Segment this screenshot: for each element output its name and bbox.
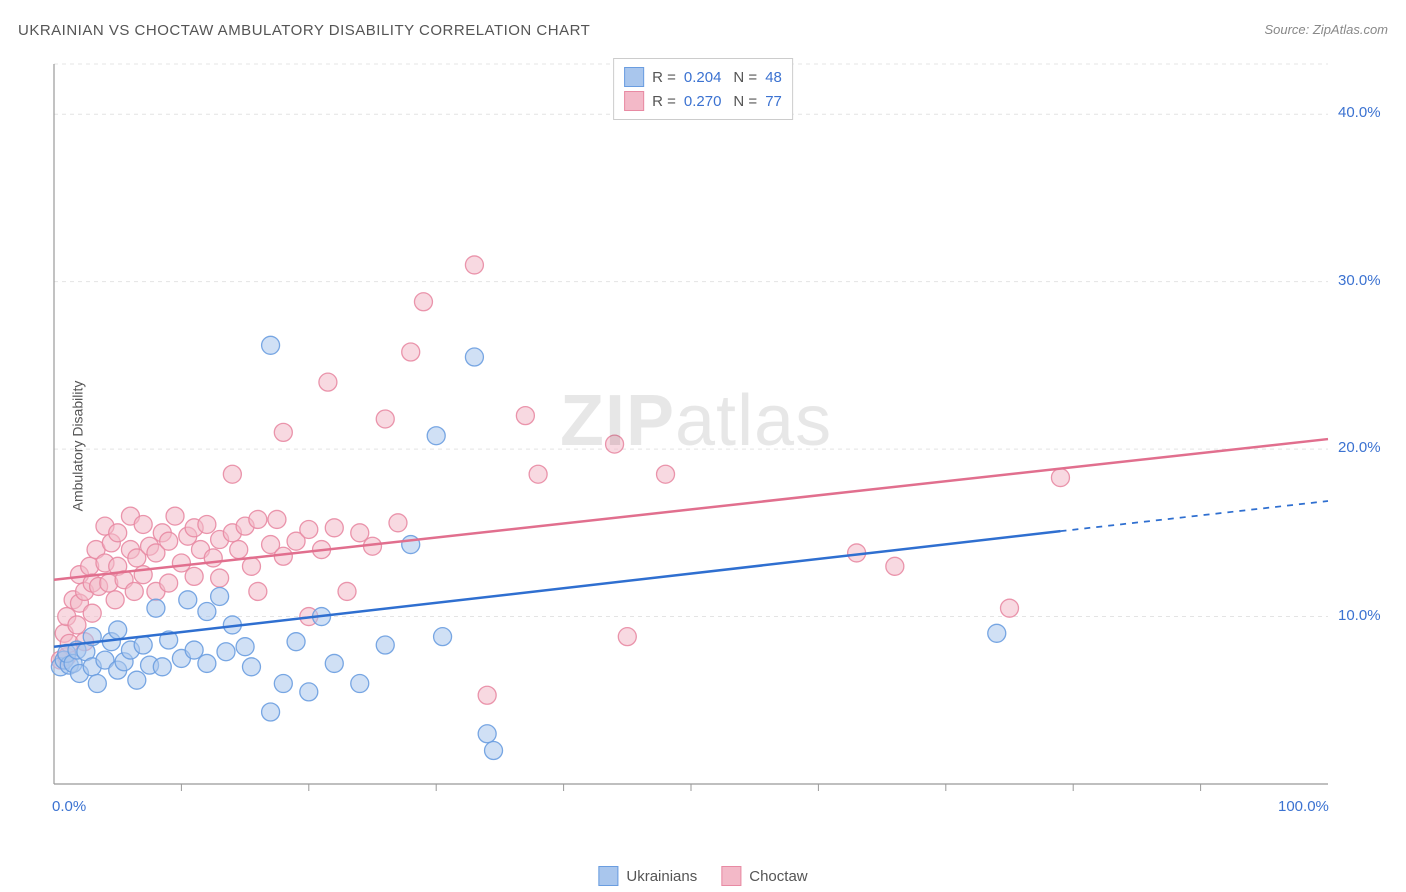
r-value-choctaw: 0.270 [684,93,722,110]
swatch-ukrainians [624,67,644,87]
legend-item-choctaw: Choctaw [721,866,807,886]
bottom-legend: Ukrainians Choctaw [598,866,807,886]
scatter-chart [48,54,1388,824]
stats-row-choctaw: R = 0.270 N = 77 [624,89,782,113]
y-tick-label: 20.0% [1338,439,1381,456]
header: UKRAINIAN VS CHOCTAW AMBULATORY DISABILI… [18,22,1388,46]
source-attribution: Source: ZipAtlas.com [1264,22,1388,37]
y-tick-label: 30.0% [1338,272,1381,289]
r-label: R = [652,93,676,110]
n-label: N = [733,93,757,110]
x-tick-label: 100.0% [1278,798,1329,815]
stats-legend: R = 0.204 N = 48 R = 0.270 N = 77 [613,58,793,120]
y-tick-label: 10.0% [1338,607,1381,624]
r-value-ukrainians: 0.204 [684,69,722,86]
swatch-choctaw [624,91,644,111]
stats-row-ukrainians: R = 0.204 N = 48 [624,65,782,89]
plot-area [48,54,1388,824]
y-tick-label: 40.0% [1338,104,1381,121]
r-label: R = [652,69,676,86]
n-label: N = [733,69,757,86]
legend-label-ukrainians: Ukrainians [626,868,697,885]
legend-item-ukrainians: Ukrainians [598,866,697,886]
n-value-choctaw: 77 [765,93,782,110]
legend-label-choctaw: Choctaw [749,868,807,885]
swatch-ukrainians [598,866,618,886]
swatch-choctaw [721,866,741,886]
x-tick-label: 0.0% [52,798,86,815]
chart-title: UKRAINIAN VS CHOCTAW AMBULATORY DISABILI… [18,22,590,39]
n-value-ukrainians: 48 [765,69,782,86]
